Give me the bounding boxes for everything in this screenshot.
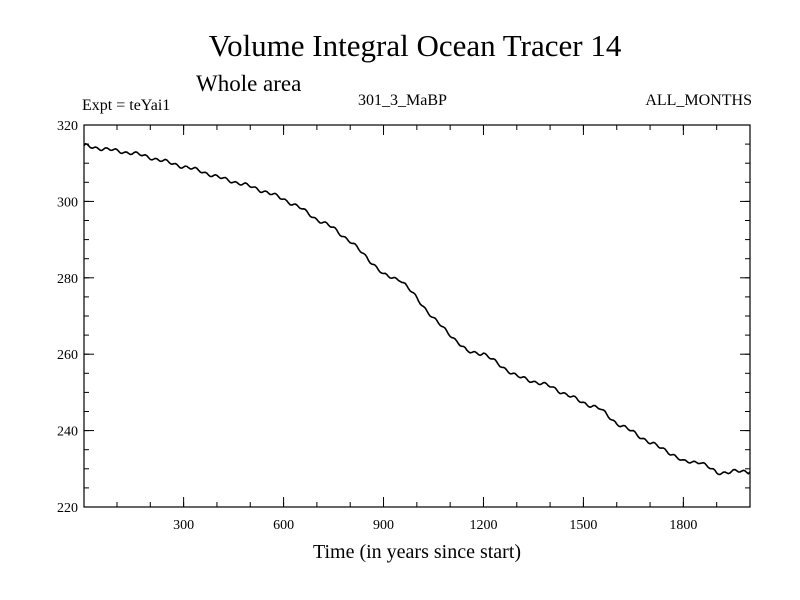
x-tick-label: 300: [173, 518, 194, 533]
x-tick-label: 600: [273, 518, 294, 533]
months-label: ALL_MONTHS: [645, 92, 752, 109]
y-tick-label: 240: [57, 425, 78, 440]
x-tick-label: 1200: [469, 518, 497, 533]
plot-frame: [83, 124, 751, 508]
tick-labels: 300 600 900 1200 1500 1800 220 240 260 280 300 320: [57, 119, 697, 533]
run-label: 301_3_MaBP: [358, 92, 447, 109]
series-line: [83, 142, 751, 476]
y-tick-label: 280: [57, 272, 78, 287]
y-tick-label: 320: [57, 119, 78, 134]
chart-subtitle: Whole area: [196, 71, 302, 96]
chart-title: Volume Integral Ocean Tracer 14: [208, 28, 622, 63]
y-tick-label: 300: [57, 195, 78, 210]
x-axis-label: Time (in years since start): [312, 541, 522, 563]
x-tick-label: 1800: [669, 518, 697, 533]
axis-ticks: [84, 124, 750, 508]
y-tick-label: 220: [57, 501, 78, 516]
x-tick-label: 1500: [569, 518, 597, 533]
experiment-label: Expt = teYai1: [82, 97, 171, 114]
y-tick-label: 260: [57, 348, 78, 363]
x-tick-label: 900: [373, 518, 394, 533]
